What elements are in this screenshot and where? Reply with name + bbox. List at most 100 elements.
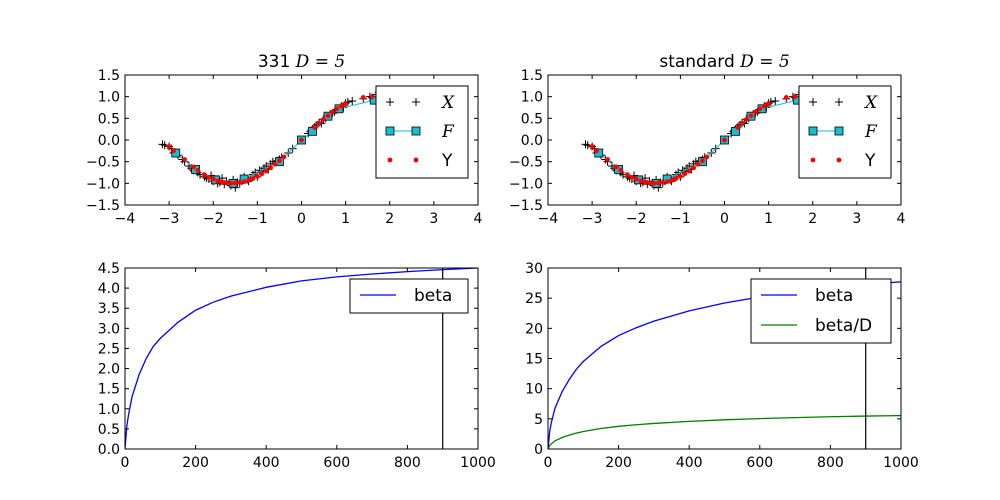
data-point-plus	[158, 140, 167, 149]
chart-title: 331 D = 5	[258, 52, 345, 72]
data-point-dot	[618, 167, 624, 173]
data-point-dot	[246, 177, 251, 183]
data-point-dot	[691, 165, 697, 171]
data-point-dot	[360, 95, 366, 100]
data-point-dot	[312, 125, 318, 130]
y-tick-label: 1.5	[98, 382, 120, 398]
legend-entry: X	[386, 93, 455, 113]
data-point-dot	[224, 180, 229, 186]
series-y	[589, 94, 798, 186]
legend-entry: beta	[761, 286, 853, 306]
x-tick-label: 2	[385, 211, 394, 227]
legend: XFY	[798, 85, 892, 179]
data-point-dot	[206, 174, 212, 180]
y-tick-label: 2.0	[98, 362, 120, 378]
data-point-dot	[642, 179, 648, 185]
data-point-dot	[700, 158, 705, 164]
data-point-dot	[695, 161, 701, 167]
data-point-dot	[190, 164, 196, 170]
data-point-dot	[629, 174, 635, 180]
data-point-dot	[664, 179, 670, 185]
y-tick-label: 1.0	[98, 90, 120, 106]
y-tick-label: 1.0	[98, 402, 120, 418]
y-tick-label: 0.0	[98, 442, 120, 458]
legend: XFY	[375, 85, 469, 179]
data-point-dot	[605, 157, 610, 162]
x-tick-label: 800	[394, 455, 421, 471]
legend-label: F	[441, 122, 455, 142]
fit-line	[598, 99, 798, 184]
y-tick-label: 15	[525, 352, 543, 368]
y-tick-label: 0.0	[98, 133, 120, 149]
data-point-dot	[321, 116, 326, 122]
x-tick-label: 400	[676, 455, 703, 471]
x-tick-label: −2	[203, 211, 224, 227]
legend: beta beta/D	[750, 278, 892, 344]
legend-entry: Y	[387, 151, 453, 171]
data-point-dot	[757, 106, 763, 112]
y-tick-label: 20	[525, 321, 543, 337]
x-tick-label: 1000	[460, 455, 496, 471]
data-point-dot	[766, 101, 772, 106]
y-tick-label: 0.5	[98, 111, 120, 127]
data-point-dot	[334, 106, 340, 112]
y-tick-label: 0.5	[521, 111, 543, 127]
legend-entry: beta	[360, 286, 452, 306]
data-point-dot	[655, 180, 661, 186]
y-tick-label: 2.5	[98, 341, 120, 357]
data-point-dot	[329, 109, 335, 115]
y-tick-label: 3.5	[98, 301, 120, 317]
legend-frame	[750, 278, 892, 344]
data-point-dot	[316, 120, 322, 126]
data-point-dot	[299, 137, 304, 143]
x-tick-label: −2	[626, 211, 647, 227]
data-point-dot	[752, 109, 758, 115]
data-point-dot	[195, 167, 201, 173]
chart-top-right: −4 −3 −2 −1 0 1 2 3 4 −1.5 −1.0 −0.5 0.0 0.5 1.0 1.5 sta…	[509, 52, 906, 227]
legend-label: beta/D	[815, 316, 872, 336]
data-point-dot	[250, 176, 256, 181]
plot-area	[581, 88, 808, 192]
fit-line	[175, 99, 375, 184]
x-tick-label: 4	[897, 211, 906, 227]
chart-bottom-left: 0 200 400 600 800 1000 0.0 0.5 1.0 1.5 2.0 2.5 3.0 3.…	[98, 261, 496, 471]
y-tick-label: 5	[534, 412, 543, 428]
y-tick-label: −0.5	[509, 155, 543, 171]
x-tick-label: 1000	[883, 455, 919, 471]
legend-entry: F	[385, 122, 455, 142]
data-point-dot	[735, 125, 741, 130]
data-point-dot	[739, 120, 745, 126]
series-line	[548, 414, 901, 449]
data-point-plus	[771, 97, 780, 105]
chart-top-left: −4 −3 −2 −1 0 1 2 3 4 −1.5 −1.0 −0.5 0.0 0.5 1.0 1.5 331…	[86, 52, 483, 227]
x-tick-label: 0	[720, 211, 729, 227]
chart-title: standard D = 5	[659, 52, 789, 72]
legend-entry: F	[808, 122, 878, 142]
y-tick-label: −1.5	[86, 198, 120, 214]
data-point-dot	[232, 180, 238, 186]
x-tick-label: −3	[582, 211, 603, 227]
data-point-dot	[338, 103, 344, 109]
data-point-dot	[281, 154, 287, 160]
series-x	[158, 88, 385, 192]
x-tick-label: 0	[544, 455, 553, 471]
y-tick-label: 1.5	[521, 68, 543, 84]
y-tick-label: −1.5	[509, 198, 543, 214]
data-point-dot	[613, 164, 619, 170]
data-point-dot	[651, 180, 657, 186]
legend-label: F	[864, 122, 878, 142]
legend-frame	[349, 278, 469, 314]
x-tick-label: −1	[670, 211, 691, 227]
data-point-dot	[669, 177, 674, 183]
series-x	[581, 88, 808, 192]
data-point-dot	[343, 101, 349, 106]
x-tick-label: 1	[341, 211, 350, 227]
legend-entry: beta/D	[761, 316, 872, 336]
legend: beta	[349, 278, 469, 314]
data-point-square	[171, 148, 181, 158]
y-tick-label: 10	[525, 382, 543, 398]
data-point-dot	[704, 154, 710, 160]
data-point-dot	[215, 178, 221, 184]
data-point-plus	[348, 97, 357, 105]
